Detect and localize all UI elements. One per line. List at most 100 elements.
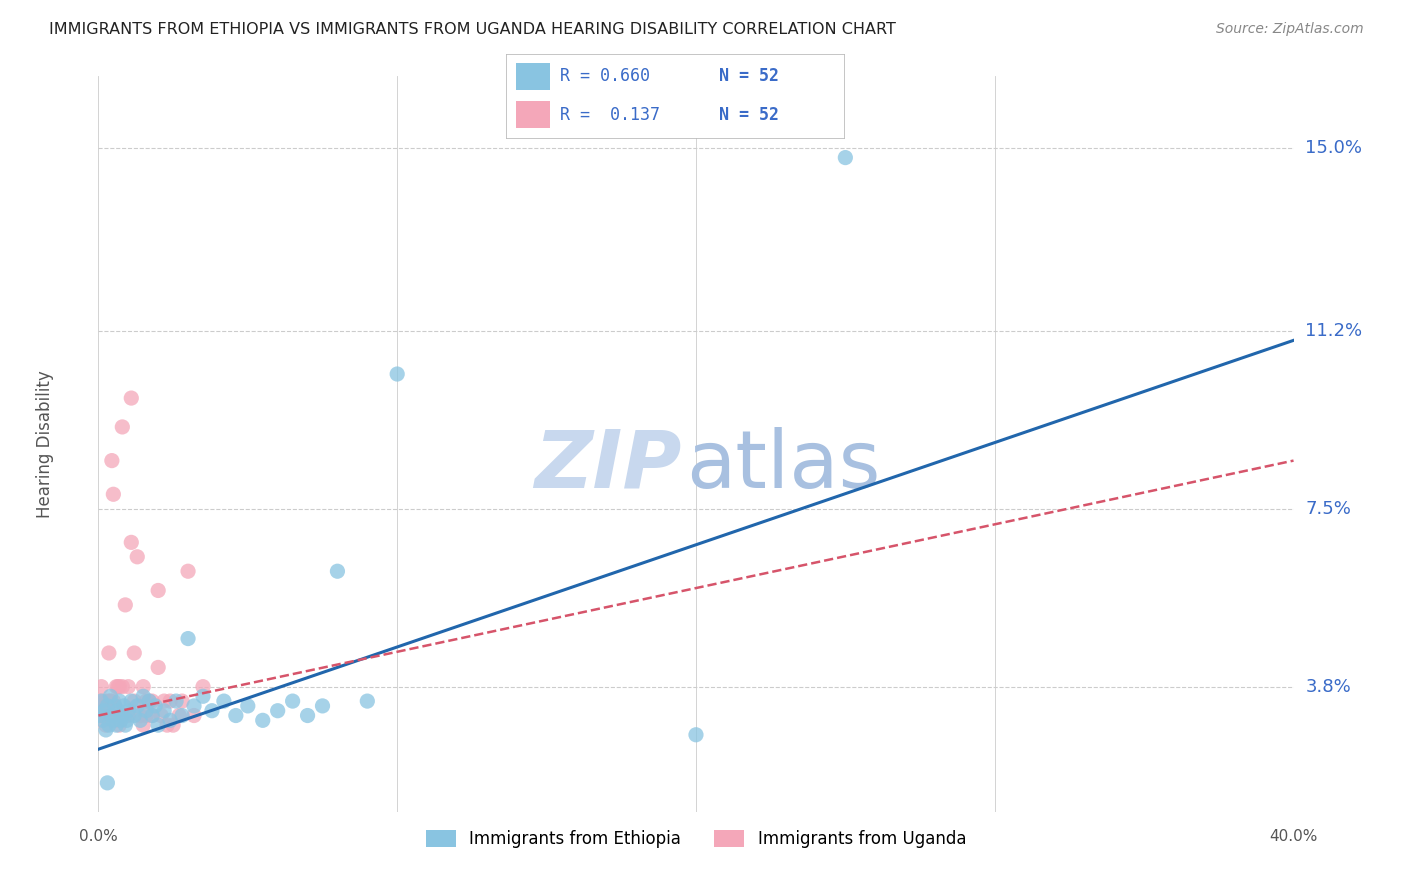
Point (834, 151, 856, 165)
Point (105, 714, 128, 728)
FancyBboxPatch shape (516, 62, 550, 90)
Point (101, 708, 124, 723)
Point (385, 367, 409, 381)
Point (101, 708, 124, 723)
Text: N = 52: N = 52 (718, 106, 779, 124)
Point (150, 708, 173, 723)
Text: Source: ZipAtlas.com: Source: ZipAtlas.com (1216, 22, 1364, 37)
Point (159, 694, 181, 708)
Text: atlas: atlas (686, 427, 880, 505)
Point (96, 694, 118, 708)
Point (252, 714, 274, 728)
Point (156, 718, 179, 732)
Text: 11.2%: 11.2% (1306, 322, 1362, 340)
Point (685, 728, 707, 742)
Point (141, 708, 163, 723)
Point (97, 718, 120, 732)
Point (172, 708, 194, 723)
Point (267, 704, 290, 718)
Point (143, 698, 166, 713)
Point (148, 583, 170, 598)
Point (225, 708, 247, 723)
Point (141, 708, 163, 723)
Point (311, 698, 333, 713)
Point (191, 690, 214, 704)
Point (103, 694, 125, 708)
Point (129, 708, 152, 723)
Point (93, 694, 115, 708)
Point (114, 598, 136, 612)
Point (177, 632, 200, 646)
Point (138, 694, 160, 708)
Point (103, 714, 125, 728)
Point (153, 694, 176, 708)
Point (115, 714, 138, 728)
Point (132, 680, 155, 694)
Point (89, 694, 111, 708)
Point (127, 549, 149, 564)
Point (91, 714, 114, 728)
Point (91, 708, 114, 723)
Point (114, 718, 136, 732)
Point (297, 708, 319, 723)
Point (98, 690, 122, 704)
Point (90, 680, 112, 694)
Point (281, 694, 304, 708)
Point (117, 704, 139, 718)
Point (103, 487, 125, 501)
Point (98, 694, 122, 708)
Point (110, 714, 132, 728)
Text: 7.5%: 7.5% (1306, 500, 1351, 517)
Point (108, 680, 131, 694)
Point (183, 708, 205, 723)
Point (93, 704, 115, 718)
Point (129, 714, 152, 728)
Point (167, 708, 190, 723)
Point (326, 564, 349, 578)
Text: R =  0.137: R = 0.137 (560, 106, 661, 124)
Point (148, 660, 170, 674)
Point (191, 680, 214, 694)
Point (159, 714, 181, 728)
Text: 3.8%: 3.8% (1306, 678, 1351, 696)
Text: N = 52: N = 52 (718, 68, 779, 86)
Point (97, 646, 120, 660)
Point (127, 698, 149, 713)
Text: ZIP: ZIP (534, 427, 682, 505)
Point (138, 694, 160, 708)
Point (153, 704, 176, 718)
Text: Hearing Disability: Hearing Disability (35, 370, 53, 517)
Point (135, 708, 157, 723)
Text: 40.0%: 40.0% (1270, 829, 1317, 844)
Point (177, 564, 200, 578)
Point (111, 680, 134, 694)
Point (111, 420, 134, 434)
Point (120, 391, 142, 405)
Text: IMMIGRANTS FROM ETHIOPIA VS IMMIGRANTS FROM UGANDA HEARING DISABILITY CORRELATIO: IMMIGRANTS FROM ETHIOPIA VS IMMIGRANTS F… (49, 22, 896, 37)
Point (201, 704, 224, 718)
Point (101, 453, 124, 467)
Point (105, 680, 128, 694)
Point (148, 718, 170, 732)
Point (124, 646, 146, 660)
Point (124, 708, 146, 723)
Point (124, 694, 146, 708)
Point (114, 708, 136, 723)
Text: 15.0%: 15.0% (1306, 139, 1362, 157)
Point (107, 704, 129, 718)
Point (120, 694, 142, 708)
Point (98, 694, 122, 708)
Point (105, 718, 128, 732)
Point (117, 680, 139, 694)
Point (135, 694, 157, 708)
Point (90, 694, 112, 708)
Point (108, 694, 131, 708)
FancyBboxPatch shape (516, 101, 550, 128)
Point (165, 694, 187, 708)
Point (141, 694, 163, 708)
Legend: Immigrants from Ethiopia, Immigrants from Uganda: Immigrants from Ethiopia, Immigrants fro… (419, 823, 973, 855)
Text: 0.0%: 0.0% (79, 829, 118, 844)
Point (96, 698, 118, 713)
Point (356, 694, 378, 708)
Point (96, 776, 118, 790)
